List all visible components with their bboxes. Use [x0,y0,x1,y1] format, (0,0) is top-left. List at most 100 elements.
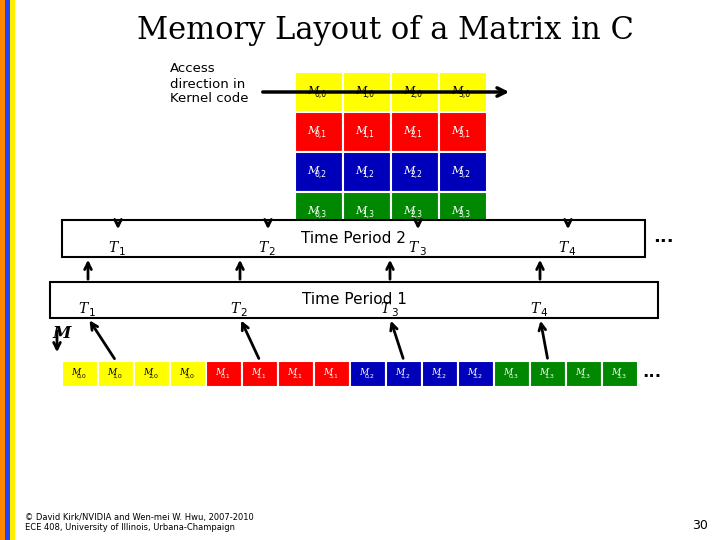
Text: © David Kirk/NVIDIA and Wen-mei W. Hwu, 2007-2010
ECE 408, University of Illinoi: © David Kirk/NVIDIA and Wen-mei W. Hwu, … [25,512,253,532]
Text: M: M [307,165,319,176]
Bar [566,361,602,387]
Bar [494,361,530,387]
Bar [62,220,645,257]
Text: T: T [531,302,539,316]
Bar [602,361,638,387]
Text: T: T [380,302,390,316]
Text: T: T [559,241,567,255]
Text: 2: 2 [240,308,247,318]
Text: 0,1: 0,1 [314,130,326,138]
Text: 3,2: 3,2 [458,170,470,179]
Text: 2,2: 2,2 [410,170,422,179]
Text: 2,2: 2,2 [436,374,446,379]
Text: 2,1: 2,1 [410,130,422,138]
Text: M: M [107,368,117,377]
Text: 3,3: 3,3 [458,210,470,219]
Text: M: M [307,85,319,96]
Text: 4: 4 [541,308,547,318]
Text: Time Period 2: Time Period 2 [301,231,406,246]
Text: M: M [451,206,463,215]
Text: T: T [109,241,117,255]
Text: 3: 3 [391,308,397,318]
Bar [458,361,494,387]
Text: 2,3: 2,3 [580,374,590,379]
Text: M: M [611,368,621,377]
Bar [170,361,206,387]
Text: M: M [356,165,367,176]
Text: 3,1: 3,1 [458,130,470,138]
Text: 0,1: 0,1 [221,374,230,379]
Text: 30: 30 [692,519,708,532]
Bar [295,152,343,192]
Text: M: M [395,368,405,377]
Text: M: M [575,368,585,377]
Text: M: M [467,368,477,377]
Bar [10,0,15,540]
Bar [439,192,487,232]
Bar [391,152,439,192]
Text: 2,0: 2,0 [410,90,422,98]
Text: 0,0: 0,0 [77,374,86,379]
Bar [343,72,391,112]
Text: M: M [179,368,189,377]
Text: M: M [356,125,367,136]
Text: Access
direction in
Kernel code: Access direction in Kernel code [169,63,248,105]
Text: M: M [251,368,261,377]
Text: T: T [230,302,240,316]
Bar [314,361,350,387]
Bar [50,282,658,318]
Bar [439,152,487,192]
Text: M: M [359,368,369,377]
Text: ...: ... [653,227,674,246]
Text: 2,0: 2,0 [149,374,158,379]
Bar [530,361,566,387]
Text: 3,1: 3,1 [329,374,338,379]
Text: 1,2: 1,2 [401,374,410,379]
Text: 1,0: 1,0 [362,90,374,98]
Bar [5,0,10,540]
Text: 3,0: 3,0 [458,90,470,98]
Text: 3: 3 [419,247,426,257]
Text: M: M [287,368,297,377]
Bar [134,361,170,387]
Text: 0,3: 0,3 [509,374,518,379]
Text: M: M [307,206,319,215]
Bar [295,72,343,112]
Bar [343,192,391,232]
Text: M: M [451,165,463,176]
Text: M: M [403,206,415,215]
Text: M: M [307,125,319,136]
Bar [278,361,314,387]
Text: M: M [215,368,225,377]
Bar [343,112,391,152]
Text: 1: 1 [89,308,95,318]
Text: 1,0: 1,0 [113,374,122,379]
Text: 1,2: 1,2 [362,170,374,179]
Text: 2,1: 2,1 [293,374,302,379]
Bar [422,361,458,387]
Text: 0,3: 0,3 [314,210,326,219]
Text: 2: 2 [269,247,275,257]
Text: 1: 1 [119,247,125,257]
Text: M: M [52,325,71,342]
Bar [242,361,278,387]
Text: 3,0: 3,0 [185,374,194,379]
Text: 2,3: 2,3 [410,210,422,219]
Text: M: M [431,368,441,377]
Text: 0,0: 0,0 [314,90,326,98]
Bar [439,112,487,152]
Text: M: M [356,85,367,96]
Text: M: M [323,368,333,377]
Text: 1,3: 1,3 [362,210,374,219]
Bar [98,361,134,387]
Text: 3,2: 3,2 [473,374,482,379]
Text: M: M [71,368,81,377]
Text: T: T [408,241,418,255]
Bar [391,192,439,232]
Text: 1,1: 1,1 [257,374,266,379]
Text: 1,1: 1,1 [362,130,374,138]
Text: Memory Layout of a Matrix in C: Memory Layout of a Matrix in C [137,15,634,46]
Text: M: M [403,125,415,136]
Text: M: M [451,125,463,136]
Text: M: M [539,368,549,377]
